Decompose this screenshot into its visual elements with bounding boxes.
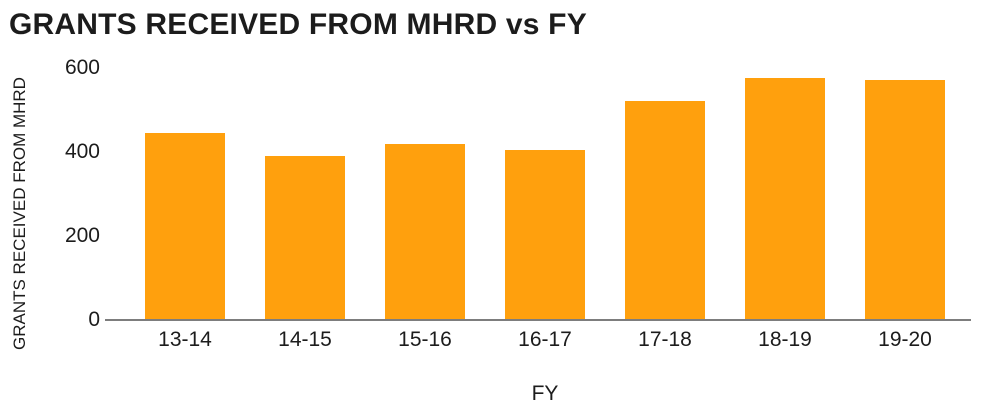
bar-15-16 (385, 144, 465, 320)
y-tick-label: 600 (64, 56, 100, 79)
x-tick-label: 16-17 (518, 328, 572, 351)
bar-13-14 (145, 133, 225, 320)
x-axis-title: FY (531, 382, 559, 405)
y-tick-label: 400 (64, 140, 100, 163)
bar-18-19 (745, 78, 825, 320)
x-tick-label: 18-19 (758, 328, 812, 351)
chart-title: GRANTS RECEIVED FROM MHRD vs FY (9, 8, 587, 41)
bar-14-15 (265, 156, 345, 320)
bar-19-20 (865, 80, 945, 320)
x-tick-label: 17-18 (638, 328, 692, 351)
x-tick-label: 13-14 (158, 328, 212, 351)
y-tick-label: 200 (64, 224, 100, 247)
x-axis-line (105, 319, 971, 321)
y-tick-label: 0 (88, 308, 100, 331)
x-tick-label: 14-15 (278, 328, 332, 351)
bar-17-18 (625, 101, 705, 320)
x-tick-label: 15-16 (398, 328, 452, 351)
x-tick-label: 19-20 (878, 328, 932, 351)
bar-16-17 (505, 150, 585, 320)
